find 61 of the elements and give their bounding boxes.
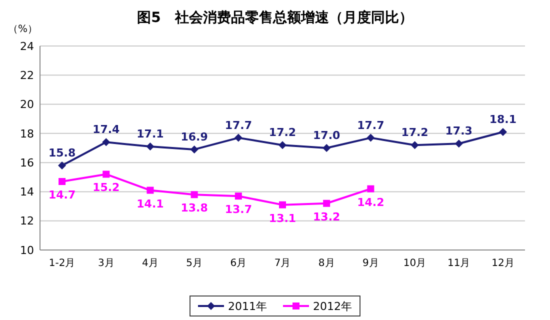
- data-label: 13.7: [224, 203, 252, 216]
- data-label: 14.1: [136, 197, 164, 210]
- y-tick-label: 12: [20, 214, 34, 228]
- point: [102, 138, 110, 146]
- x-tick-label: 6月: [230, 258, 247, 269]
- x-tick-label: 10月: [403, 258, 426, 269]
- point: [454, 140, 463, 148]
- data-label: 13.8: [180, 202, 208, 215]
- legend-label: 2012年: [313, 300, 352, 313]
- point: [146, 186, 154, 194]
- y-tick-label: 18: [20, 127, 34, 140]
- point: [190, 191, 198, 198]
- point: [234, 192, 242, 200]
- point: [410, 141, 419, 150]
- point: [279, 201, 286, 208]
- x-tick-label: 4月: [142, 258, 158, 269]
- data-label: 15.8: [48, 146, 76, 160]
- x-tick-label: 8月: [318, 258, 335, 269]
- point: [322, 144, 331, 152]
- x-tick-label: 12月: [492, 258, 514, 269]
- point: [498, 128, 507, 136]
- point: [102, 170, 110, 178]
- data-label: 17.7: [224, 118, 252, 132]
- data-label: 18.1: [489, 112, 517, 126]
- point: [234, 134, 242, 142]
- data-label: 17.4: [92, 123, 120, 136]
- y-tick-label: 24: [20, 40, 34, 53]
- x-tick-label: 7月: [274, 258, 291, 269]
- point: [190, 145, 198, 154]
- y-tick-label: 10: [20, 244, 34, 257]
- y-tick-label: 16: [20, 156, 34, 170]
- y-tick-label: 20: [20, 98, 34, 112]
- point: [146, 142, 154, 151]
- point: [58, 161, 66, 170]
- y-tick-label: 14: [20, 186, 34, 199]
- x-tick-label: 3月: [98, 258, 114, 269]
- y-axis-title: （%）: [8, 24, 38, 35]
- data-label: 17.2: [268, 126, 296, 140]
- data-label: 17.7: [357, 118, 384, 132]
- x-tick-label: 11月: [447, 258, 470, 269]
- data-label: 13.1: [268, 212, 296, 225]
- data-label: 14.7: [48, 188, 76, 202]
- point: [323, 200, 330, 207]
- x-tick-label: 9月: [362, 258, 379, 269]
- data-label: 17.1: [136, 128, 164, 141]
- x-tick-label: 5月: [186, 258, 203, 269]
- y-tick-label: 22: [20, 68, 34, 82]
- x-tick-label: 1-2月: [48, 258, 76, 269]
- data-label: 17.2: [401, 126, 428, 140]
- point: [58, 178, 66, 186]
- legend-label: 2011年: [228, 300, 267, 313]
- data-label: 16.9: [180, 130, 208, 144]
- data-label: 15.2: [92, 181, 120, 194]
- data-label: 14.2: [357, 196, 384, 209]
- data-label: 17.3: [445, 124, 472, 138]
- data-label: 13.2: [313, 210, 340, 224]
- point: [366, 134, 375, 142]
- point: [278, 141, 286, 150]
- point: [367, 185, 374, 192]
- chart-title: 图5 社会消费品零售总额增速（月度同比）: [137, 9, 413, 26]
- data-label: 17.0: [313, 129, 341, 142]
